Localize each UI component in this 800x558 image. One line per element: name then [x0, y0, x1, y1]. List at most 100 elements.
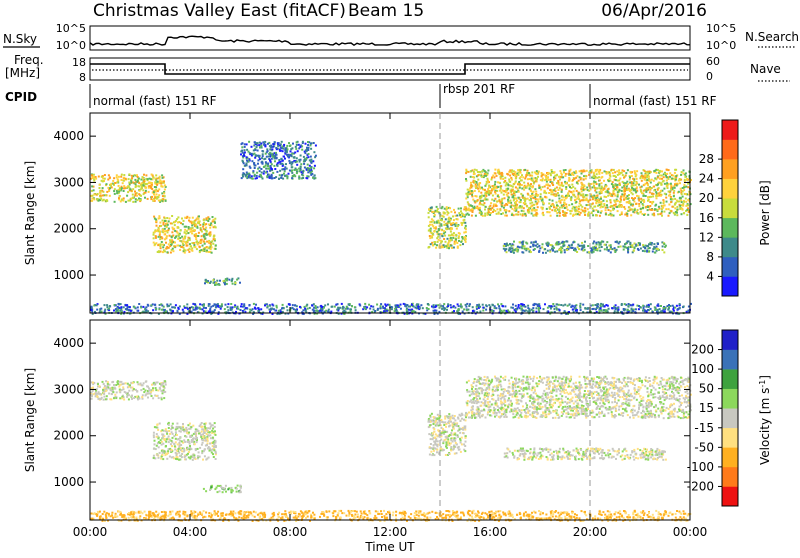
power-cell: [582, 210, 584, 212]
power-cell: [412, 310, 414, 312]
power-cell: [285, 151, 287, 153]
power-cell: [551, 172, 553, 174]
power-cell: [310, 159, 312, 161]
power-cell: [600, 305, 602, 307]
power-cell: [274, 160, 276, 162]
power-cell: [679, 208, 681, 210]
power-cell: [138, 193, 140, 195]
power-cell: [260, 308, 262, 310]
power-cell: [617, 210, 619, 212]
power-cell: [498, 305, 500, 307]
power-cell: [608, 209, 610, 211]
power-cell: [626, 195, 628, 197]
power-cell: [262, 153, 264, 155]
power-cell: [633, 184, 635, 186]
power-cell: [241, 177, 243, 179]
power-cell: [433, 231, 435, 233]
power-cell: [536, 178, 538, 180]
power-cell: [156, 184, 158, 186]
power-cell: [121, 174, 123, 176]
power-cell: [547, 179, 549, 181]
power-cell: [441, 229, 443, 231]
power-cell: [428, 246, 430, 248]
power-cell: [562, 185, 564, 187]
power-cell: [533, 241, 535, 243]
power-cell: [203, 222, 205, 224]
power-cell: [192, 217, 194, 219]
power-cell: [197, 235, 199, 237]
power-cell: [204, 282, 206, 284]
power-cell: [620, 246, 622, 248]
power-cell: [106, 183, 108, 185]
power-cell: [535, 191, 537, 193]
power-cell: [482, 310, 484, 312]
power-cell: [587, 208, 589, 210]
power-cell: [416, 307, 418, 309]
power-cell: [411, 304, 413, 306]
power-cell: [579, 203, 581, 205]
power-cell: [644, 310, 646, 312]
power-cell: [155, 308, 157, 310]
power-cell: [434, 243, 436, 245]
power-cell: [558, 195, 560, 197]
power-cell: [220, 308, 222, 310]
velocity-cell: [121, 397, 123, 399]
power-cell: [153, 242, 155, 244]
power-cell: [435, 310, 437, 312]
power-cell: [271, 146, 273, 148]
power-cell: [142, 189, 144, 191]
power-cell: [158, 177, 160, 179]
power-cell: [497, 186, 499, 188]
power-cell: [260, 174, 262, 176]
power-cell: [163, 222, 165, 224]
power-cell: [592, 208, 594, 210]
power-cell: [537, 304, 539, 306]
power-cell: [119, 189, 121, 191]
power-cell: [676, 212, 678, 214]
velocity-cell: [120, 381, 122, 383]
velocity-cell: [123, 383, 125, 385]
power-cell: [561, 191, 563, 193]
power-cell: [334, 306, 336, 308]
power-cell: [271, 308, 273, 310]
power-cell: [420, 304, 422, 306]
power-cell: [510, 185, 512, 187]
power-cell: [483, 204, 485, 206]
power-cell: [586, 170, 588, 172]
power-cell: [487, 214, 489, 216]
power-cell: [560, 251, 562, 253]
power-cell: [551, 248, 553, 250]
power-cell: [114, 201, 116, 203]
power-cell: [565, 175, 567, 177]
power-cell: [529, 202, 531, 204]
power-cell: [164, 238, 166, 240]
power-cell: [453, 247, 455, 249]
power-cell: [280, 177, 282, 179]
velocity-cell: [104, 385, 106, 387]
power-cell: [108, 190, 110, 192]
power-cell: [460, 216, 462, 218]
power-cell: [497, 208, 499, 210]
power-cell: [478, 190, 480, 192]
power-cell: [584, 210, 586, 212]
power-cell: [176, 218, 178, 220]
power-cell: [471, 208, 473, 210]
power-cell: [558, 198, 560, 200]
power-cell: [109, 305, 111, 307]
velocity-cell: [143, 382, 145, 384]
power-cell: [495, 187, 497, 189]
power-cell: [559, 215, 561, 217]
power-cell: [505, 210, 507, 212]
power-cell: [672, 305, 674, 307]
power-cell: [491, 179, 493, 181]
noise-right-label: N.Search: [745, 30, 799, 44]
power-cell: [628, 240, 630, 242]
power-cell: [674, 213, 676, 215]
power-cell: [243, 303, 245, 305]
power-cell: [102, 187, 104, 189]
power-cell: [673, 195, 675, 197]
power-cell: [663, 188, 665, 190]
power-cell: [588, 251, 590, 253]
power-cell: [93, 176, 95, 178]
power-cell: [524, 169, 526, 171]
